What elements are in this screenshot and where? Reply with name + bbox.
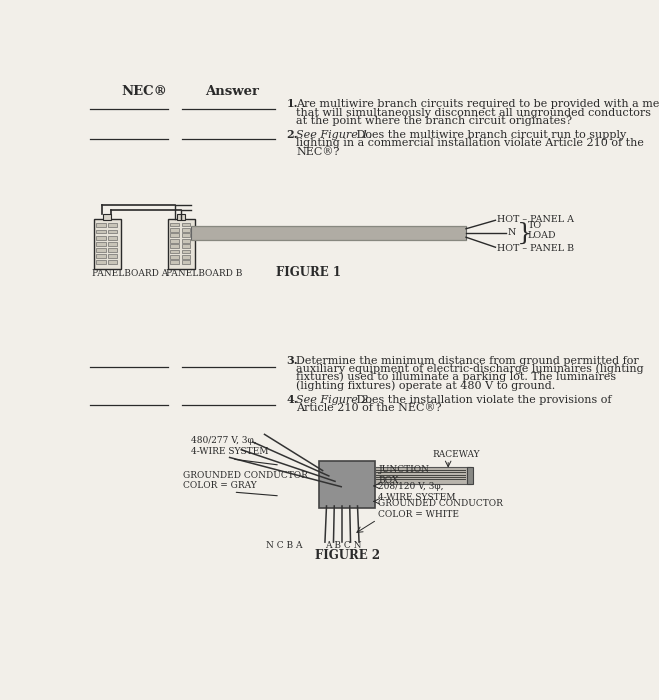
Bar [182,250,190,253]
Text: Are multiwire branch circuits required to be provided with a means: Are multiwire branch circuits required t… [297,99,659,109]
Text: that will simultaneously disconnect all ungrounded conductors: that will simultaneously disconnect all … [297,108,651,118]
Bar [108,254,117,258]
Text: }: } [517,221,533,244]
Bar [108,230,117,233]
Bar [182,260,190,264]
Text: GROUNDED CONDUCTOR
COLOR = GRAY: GROUNDED CONDUCTOR COLOR = GRAY [183,471,308,490]
Text: Determine the minimum distance from ground permitted for: Determine the minimum distance from grou… [297,356,639,365]
Text: at the point where the branch circuit originates?: at the point where the branch circuit or… [297,116,572,126]
Bar [319,461,374,508]
Text: PANELBOARD A: PANELBOARD A [92,270,169,279]
Bar [170,260,179,264]
Bar [96,242,105,246]
Text: HOT – PANEL A: HOT – PANEL A [497,215,574,224]
Text: N: N [508,228,516,237]
Text: JUNCTION
BOX: JUNCTION BOX [378,466,430,485]
Bar [374,468,471,484]
Bar [108,260,117,264]
Text: fixtures) used to illuminate a parking lot. The luminaires: fixtures) used to illuminate a parking l… [297,372,616,382]
Text: NEC®?: NEC®? [297,147,339,157]
Text: Answer: Answer [205,85,259,98]
Bar [182,228,190,232]
Text: See Figure 1.: See Figure 1. [297,130,372,140]
Text: See Figure 2.: See Figure 2. [297,395,372,405]
Text: Article 210 of the NEC®?: Article 210 of the NEC®? [297,403,442,413]
Bar [177,214,185,220]
Text: Does the multiwire branch circuit run to supply: Does the multiwire branch circuit run to… [353,130,626,140]
Text: PANELBOARD B: PANELBOARD B [166,270,243,279]
Text: Does the installation violate the provisions of: Does the installation violate the provis… [353,395,612,405]
Bar [182,244,190,248]
Bar [108,236,117,239]
Text: RACEWAY: RACEWAY [433,449,480,459]
Text: A B C N: A B C N [325,540,361,550]
Text: GROUNDED CONDUCTOR
COLOR = WHITE: GROUNDED CONDUCTOR COLOR = WHITE [378,499,503,519]
Bar [170,244,179,248]
Text: 3.: 3. [286,354,298,365]
Bar [170,255,179,259]
Bar [108,223,117,228]
Text: 2.: 2. [286,129,298,140]
Bar [96,223,105,228]
Text: 208/120 V, 3φ,
4-WIRE SYSTEM: 208/120 V, 3φ, 4-WIRE SYSTEM [378,482,456,502]
Bar [170,233,179,237]
Text: (lighting fixtures) operate at 480 V to ground.: (lighting fixtures) operate at 480 V to … [297,380,556,391]
Text: HOT – PANEL B: HOT – PANEL B [497,244,574,253]
Text: N C B A: N C B A [266,540,302,550]
Bar [108,248,117,252]
Bar [96,254,105,258]
Text: auxiliary equipment of electric-discharge luminaires (lighting: auxiliary equipment of electric-discharg… [297,363,644,374]
Bar [170,250,179,253]
Bar [170,223,179,227]
Text: TO
LOAD: TO LOAD [528,221,556,240]
Bar [170,239,179,243]
Bar [167,218,195,269]
Text: 1.: 1. [286,98,298,109]
Bar [182,239,190,243]
Bar [108,242,117,246]
Bar [182,233,190,237]
Bar [96,248,105,252]
Text: 480/277 V, 3φ,
4-WIRE SYSTEM: 480/277 V, 3φ, 4-WIRE SYSTEM [191,436,268,456]
Bar [170,228,179,232]
Bar [467,468,473,484]
Text: FIGURE 2: FIGURE 2 [315,549,380,562]
Bar [96,260,105,264]
Text: FIGURE 1: FIGURE 1 [276,267,341,279]
Bar [103,214,111,220]
Bar [182,255,190,259]
Text: lighting in a commercial installation violate Article 210 of the: lighting in a commercial installation vi… [297,139,644,148]
Bar [96,230,105,233]
Text: 4.: 4. [286,394,298,405]
Bar [94,218,121,269]
Text: NEC®: NEC® [121,85,167,98]
Bar [191,227,466,239]
Bar [96,236,105,239]
Bar [182,223,190,227]
